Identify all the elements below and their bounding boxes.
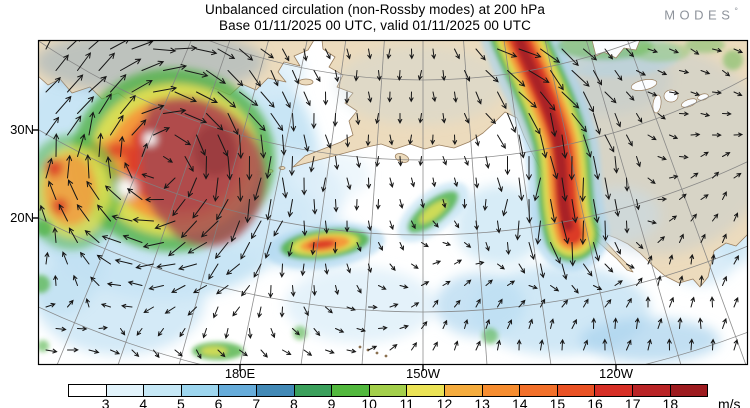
vortex-shading [38, 68, 275, 252]
colorbar-tick-label: 6 [214, 396, 223, 408]
colorbar-cell [143, 385, 181, 396]
wind-arrows [39, 40, 744, 360]
colorbar-cell [293, 385, 332, 396]
colorbar-tick-label: 12 [436, 396, 453, 408]
colorbar-tick-label: 18 [662, 396, 679, 408]
colorbar-cell [556, 385, 595, 396]
colorbar-tick-label: 4 [139, 396, 148, 408]
modes-logo-text: MODES [664, 7, 735, 23]
aleutian-island [278, 166, 286, 170]
lon-label: 150W [406, 366, 440, 381]
colorbar-tick-label: 10 [361, 396, 377, 408]
lat-label: 30N [10, 122, 34, 137]
lake-erie [681, 98, 697, 108]
map-frame [32, 39, 749, 371]
lon-label: 180E [224, 366, 256, 381]
colorbar-cell [331, 385, 369, 396]
colorbar-cell [180, 385, 219, 396]
colorbar-tick-label: 3 [101, 396, 110, 408]
modes-logo-mark: ° [734, 6, 738, 16]
colorbar-tick-label: 14 [511, 396, 528, 408]
colorbar-unit: m/s [718, 396, 741, 408]
colorbar-tick-label: 16 [587, 396, 603, 408]
vortex-eye [143, 132, 157, 146]
wind-arrows-layer [39, 40, 744, 360]
lon-label: 120W [599, 366, 633, 381]
axis-ticks [32, 129, 617, 371]
colorbar-cell [69, 385, 106, 396]
st-lawrence-island [298, 78, 314, 86]
vortex-eye [118, 180, 134, 196]
colorbar-tick-label: 5 [177, 396, 185, 408]
colorbar-cell [481, 385, 520, 396]
colorbar-cell [105, 385, 144, 396]
colorbar-cell [631, 385, 670, 396]
colorbar-cell [443, 385, 482, 396]
lat-label: 20N [10, 210, 34, 225]
colorbar-tick-label: 7 [252, 396, 261, 408]
chart-title: Unbalanced circulation (non-Rossby modes… [205, 2, 545, 17]
colorbar-tick-label: 13 [474, 396, 490, 408]
colorbar-cell [368, 385, 407, 396]
colorbar-tick-label: 8 [289, 396, 298, 408]
colorbar [68, 384, 708, 397]
colorbar-cell [406, 385, 444, 396]
minor-shading [38, 40, 743, 360]
colorbar-cell [519, 385, 557, 396]
colorbar-cell [255, 385, 294, 396]
modes-logo: MODES° [664, 6, 738, 22]
colorbar-tick-label: 9 [327, 396, 336, 408]
colorbar-tick-label: 11 [399, 396, 415, 408]
chart-subtitle: Base 01/11/2025 00 UTC, valid 01/11/2025… [219, 18, 531, 33]
colorbar-cell [594, 385, 632, 396]
colorbar-cell [218, 385, 256, 396]
colorbar-cell [669, 385, 708, 396]
lake-michigan [652, 94, 662, 114]
colorbar-tick-label: 15 [549, 396, 566, 408]
colorbar-tick-label: 17 [624, 396, 641, 408]
hudson-bay [591, 40, 641, 59]
